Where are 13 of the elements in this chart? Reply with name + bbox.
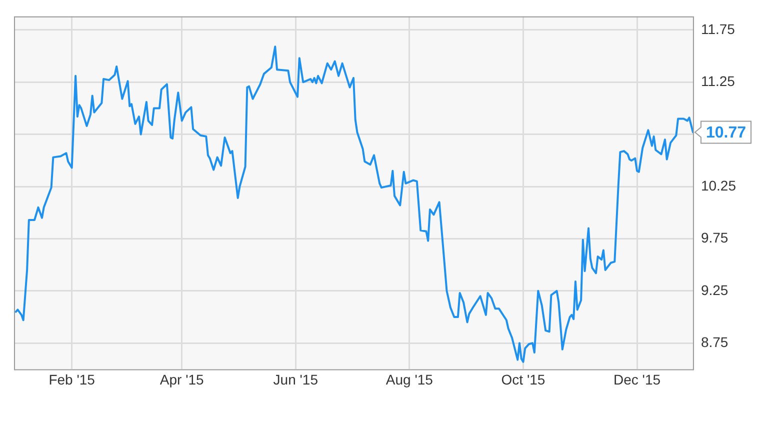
y-tick-label: 8.75: [700, 334, 728, 350]
x-tick-label: Dec '15: [613, 371, 661, 388]
y-tick-label: 11.75: [700, 20, 736, 37]
x-tick-label: Oct '15: [501, 371, 546, 388]
x-tick-label: Aug '15: [386, 371, 434, 388]
annotation: 10.77: [706, 124, 746, 142]
y-tick-label: 9.25: [700, 282, 728, 298]
x-tick-label: Apr '15: [160, 371, 204, 388]
x-tick-label: Feb '15: [48, 371, 96, 388]
y-tick-label: 9.75: [700, 230, 728, 246]
x-tick-label: Jun '15: [273, 371, 318, 388]
y-tick-label: 11.25: [700, 73, 736, 90]
y-tick-label: 10.25: [700, 177, 736, 194]
